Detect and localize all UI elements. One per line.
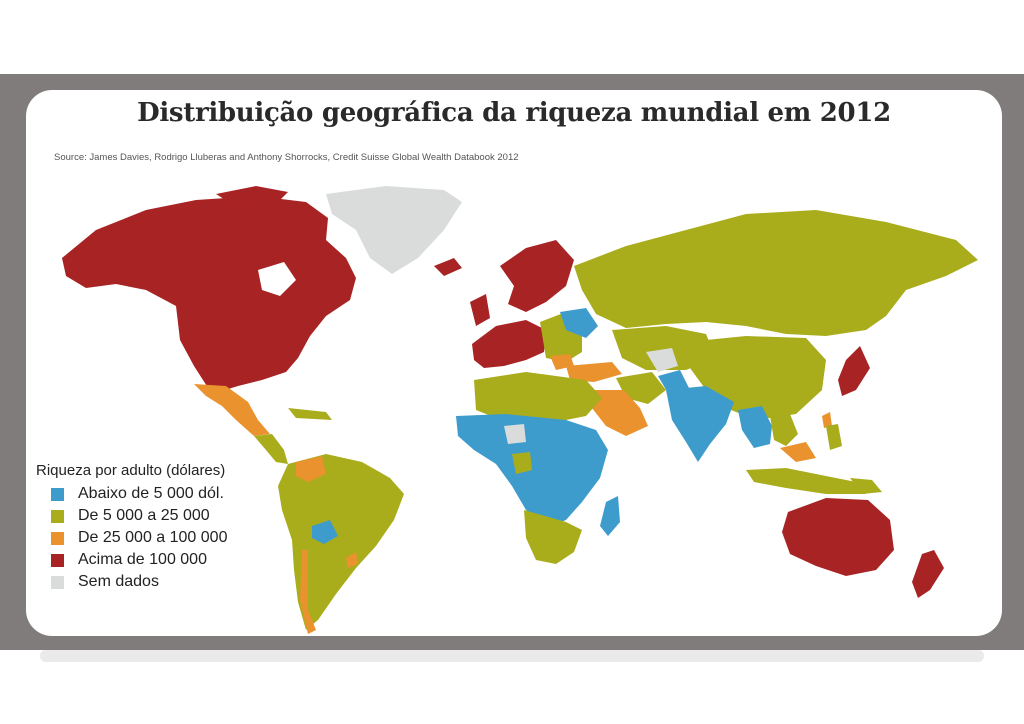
region-madagascar xyxy=(600,496,620,536)
region-uk xyxy=(470,294,490,326)
region-pakistan xyxy=(658,370,690,400)
region-central-africa xyxy=(456,414,608,528)
region-india xyxy=(666,386,734,462)
region-central-america xyxy=(254,434,288,464)
legend-items: Abaixo de 5 000 dól. De 5 000 a 25 000 De … xyxy=(36,483,229,593)
region-afghanistan xyxy=(646,348,678,372)
region-greenland xyxy=(326,186,462,274)
legend-title: Riqueza por adulto (dólares) xyxy=(36,462,230,479)
region-malaysia xyxy=(780,442,816,462)
region-ukraine xyxy=(560,308,598,338)
region-new-zealand xyxy=(912,550,944,598)
region-north-africa xyxy=(474,372,602,424)
region-western-europe xyxy=(472,320,546,368)
region-uruguay xyxy=(346,552,358,568)
region-south-america-north xyxy=(296,456,326,482)
legend-label: De 25 000 a 100 000 xyxy=(78,529,228,546)
map-source: Source: James Davies, Rodrigo Lluberas a… xyxy=(54,152,519,163)
region-mexico xyxy=(194,384,270,436)
map-legend: Riqueza por adulto (dólares) Abaixo de 5… xyxy=(36,462,230,593)
region-chile xyxy=(300,550,316,634)
slide-shadow xyxy=(40,650,984,662)
legend-swatch xyxy=(51,487,64,501)
region-turkey xyxy=(566,362,622,382)
legend-label: Sem dados xyxy=(78,573,159,590)
region-taiwan xyxy=(822,412,832,428)
region-north-america xyxy=(62,196,356,394)
region-southern-africa xyxy=(524,510,582,564)
region-russia xyxy=(574,210,978,336)
region-caribbean xyxy=(288,408,332,420)
legend-label: De 5 000 a 25 000 xyxy=(78,507,210,524)
legend-item: Abaixo de 5 000 dól. xyxy=(51,483,229,505)
map-card: Distribuição geográfica da riqueza mundi… xyxy=(26,90,1002,636)
region-australia xyxy=(782,498,894,576)
region-indonesia xyxy=(746,468,866,494)
region-south-america xyxy=(278,454,404,630)
region-angola-middle xyxy=(512,452,532,474)
legend-item: De 5 000 a 25 000 xyxy=(51,505,229,527)
legend-item: Acima de 100 000 xyxy=(51,549,229,571)
legend-swatch xyxy=(51,553,64,567)
region-arctic-islands xyxy=(216,186,288,208)
legend-label: Abaixo de 5 000 dól. xyxy=(78,485,224,502)
region-scandinavia xyxy=(500,240,574,312)
world-map xyxy=(62,186,978,634)
map-title: Distribuição geográfica da riqueza mundi… xyxy=(137,98,891,128)
region-arabia xyxy=(590,390,648,436)
legend-swatch xyxy=(51,575,64,589)
region-japan xyxy=(838,346,870,396)
region-africa-nodata xyxy=(504,424,526,444)
slide-frame: Distribuição geográfica da riqueza mundi… xyxy=(0,74,1024,650)
region-iceland xyxy=(434,258,462,276)
legend-label: Acima de 100 000 xyxy=(78,551,207,568)
region-indochina xyxy=(770,414,798,446)
region-png xyxy=(850,478,882,494)
region-bolivia xyxy=(312,520,338,544)
legend-swatch xyxy=(51,509,64,523)
region-philippines xyxy=(826,424,842,450)
region-southeast-asia xyxy=(738,406,772,448)
legend-item: De 25 000 a 100 000 xyxy=(51,527,229,549)
legend-swatch xyxy=(51,531,64,545)
hudson-bay xyxy=(258,262,296,296)
legend-item: Sem dados xyxy=(51,571,229,593)
